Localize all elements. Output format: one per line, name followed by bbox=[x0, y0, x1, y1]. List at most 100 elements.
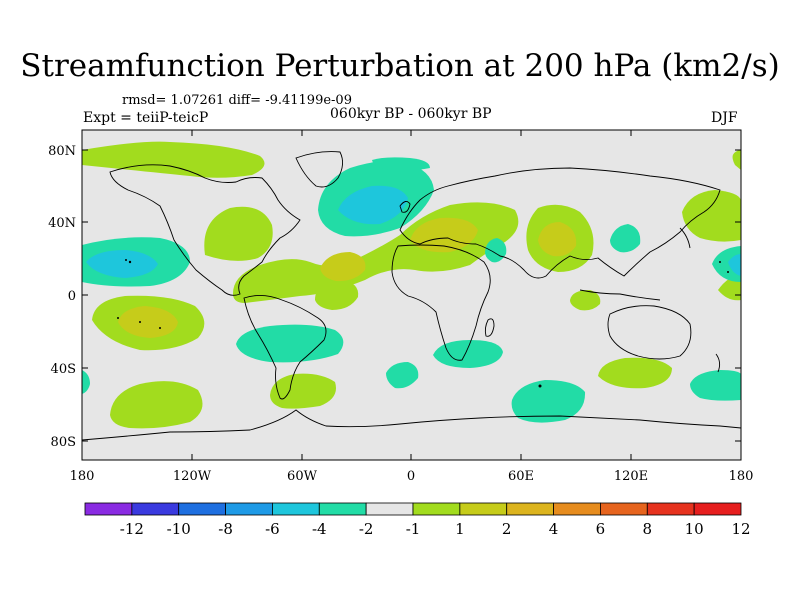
region-east-asia-small bbox=[570, 290, 601, 311]
lon-ticks bbox=[81, 130, 742, 460]
region-arctic bbox=[372, 157, 430, 171]
island-pacific-d bbox=[719, 261, 721, 263]
strong-positive-regions bbox=[118, 217, 577, 338]
island-pacific-e bbox=[727, 271, 729, 273]
colorbar-label: 4 bbox=[549, 520, 559, 538]
coast-new-zealand bbox=[715, 353, 721, 373]
period-label: 060kyr BP - 060kyr BP bbox=[330, 106, 492, 122]
colorbar-label: -6 bbox=[265, 520, 280, 538]
lon-label-0: 0 bbox=[407, 469, 415, 484]
region-north-africa-west bbox=[315, 280, 359, 310]
lon-labels: 180 120W 60W 0 60E 120E 180 bbox=[70, 469, 754, 484]
strong-negative-regions bbox=[86, 185, 741, 278]
colorbar-swatch bbox=[365, 502, 414, 516]
lat-label-80n: 80N bbox=[48, 144, 76, 159]
colorbar-label: 8 bbox=[643, 520, 653, 538]
region-west-pacific bbox=[610, 224, 641, 253]
map-title: Streamfunction Perturbation at 200 hPa (… bbox=[20, 48, 780, 84]
island-pacific-a bbox=[117, 317, 119, 319]
core-north-atlantic bbox=[338, 185, 408, 225]
island-hawaii bbox=[128, 260, 132, 264]
island-hawaii-2 bbox=[125, 259, 127, 261]
colorbar-label: -4 bbox=[312, 520, 327, 538]
region-west-edge-south bbox=[82, 370, 90, 394]
coast-eurasia bbox=[399, 167, 721, 279]
coast-indonesia bbox=[579, 289, 661, 301]
colorbar-label: 6 bbox=[596, 520, 606, 538]
core-mediterranean-asia bbox=[320, 252, 366, 282]
region-southern-ocean-east bbox=[386, 362, 419, 389]
colorbar-label: -8 bbox=[218, 520, 233, 538]
region-north-america-east bbox=[204, 206, 273, 261]
colorbar-label: -2 bbox=[359, 520, 374, 538]
islands bbox=[117, 259, 729, 388]
stats-text: rmsd= 1.07261 diff= -9.41199e-09 bbox=[122, 93, 352, 108]
lat-labels: 80N 40N 0 40S 80S bbox=[48, 144, 76, 450]
colorbar-label: -1 bbox=[406, 520, 421, 538]
lon-label-180w: 180 bbox=[70, 469, 95, 484]
colorbar-label: 2 bbox=[502, 520, 512, 538]
region-south-atlantic-east bbox=[433, 340, 503, 368]
region-south-atlantic bbox=[270, 373, 336, 409]
lat-label-40n: 40N bbox=[48, 216, 76, 231]
colorbar-swatch bbox=[131, 502, 180, 516]
colorbar-swatch bbox=[600, 502, 648, 516]
colorbar-label: 1 bbox=[455, 520, 465, 538]
core-central-pacific bbox=[86, 250, 158, 278]
colorbar-swatch bbox=[693, 502, 742, 516]
coast-australia bbox=[607, 305, 692, 360]
coast-uk bbox=[399, 201, 411, 213]
region-east-pacific bbox=[682, 190, 741, 242]
lat-label-0: 0 bbox=[68, 289, 76, 304]
region-south-america bbox=[236, 324, 344, 363]
colorbar-swatch bbox=[553, 502, 601, 516]
region-east-pacific-south bbox=[690, 370, 741, 401]
coast-north-america bbox=[109, 164, 301, 296]
season-label: DJF bbox=[711, 110, 738, 126]
colorbar-swatch bbox=[646, 502, 695, 516]
region-north-pacific-east bbox=[732, 150, 741, 170]
experiment-label: Expt = teiiP-teicP bbox=[83, 110, 209, 126]
colorbar-swatch bbox=[459, 502, 508, 516]
colorbar-swatch bbox=[318, 502, 367, 516]
core-tropical-pacific bbox=[118, 306, 178, 338]
colorbar-label: 12 bbox=[731, 520, 750, 538]
region-southern-ocean bbox=[511, 380, 586, 423]
lon-label-120w: 120W bbox=[173, 469, 212, 484]
colorbar-label: -12 bbox=[120, 520, 144, 538]
colorbar bbox=[84, 502, 742, 516]
lon-label-60w: 60W bbox=[287, 469, 318, 484]
lat-label-80s: 80S bbox=[51, 435, 76, 450]
colorbar-label: -10 bbox=[167, 520, 191, 538]
core-middle-east bbox=[410, 217, 478, 253]
colorbar-swatch bbox=[412, 502, 461, 516]
lon-label-60e: 60E bbox=[508, 469, 534, 484]
lat-label-40s: 40S bbox=[51, 362, 76, 377]
contour-field bbox=[82, 130, 741, 460]
colorbar-labels: -12 -10 -8 -6 -4 -2 -1 1 2 4 6 8 10 12 bbox=[120, 520, 751, 538]
lat-ticks bbox=[82, 149, 741, 442]
colorbar-swatch bbox=[225, 502, 273, 516]
core-central-asia bbox=[538, 222, 577, 257]
region-south-pacific bbox=[110, 381, 203, 429]
island-pacific-b bbox=[139, 321, 141, 323]
region-north-pacific bbox=[82, 141, 265, 178]
coast-greenland bbox=[295, 151, 343, 188]
lon-label-120e: 120E bbox=[614, 469, 648, 484]
coast-south-america bbox=[243, 295, 327, 400]
coast-africa bbox=[391, 244, 491, 361]
lon-label-180e: 180 bbox=[729, 469, 754, 484]
island-south-georgia bbox=[538, 384, 542, 388]
core-east-pacific bbox=[728, 254, 741, 276]
colorbar-swatch bbox=[506, 502, 554, 516]
coastlines bbox=[82, 151, 741, 441]
colorbar-swatch bbox=[178, 502, 226, 516]
coast-antarctica bbox=[82, 409, 741, 441]
coast-japan bbox=[679, 227, 691, 249]
island-pacific-c bbox=[159, 327, 161, 329]
colorbar-label: 10 bbox=[685, 520, 704, 538]
colorbar-swatch bbox=[272, 502, 320, 516]
region-north-pacific-west bbox=[712, 246, 741, 282]
coast-madagascar bbox=[484, 318, 495, 337]
